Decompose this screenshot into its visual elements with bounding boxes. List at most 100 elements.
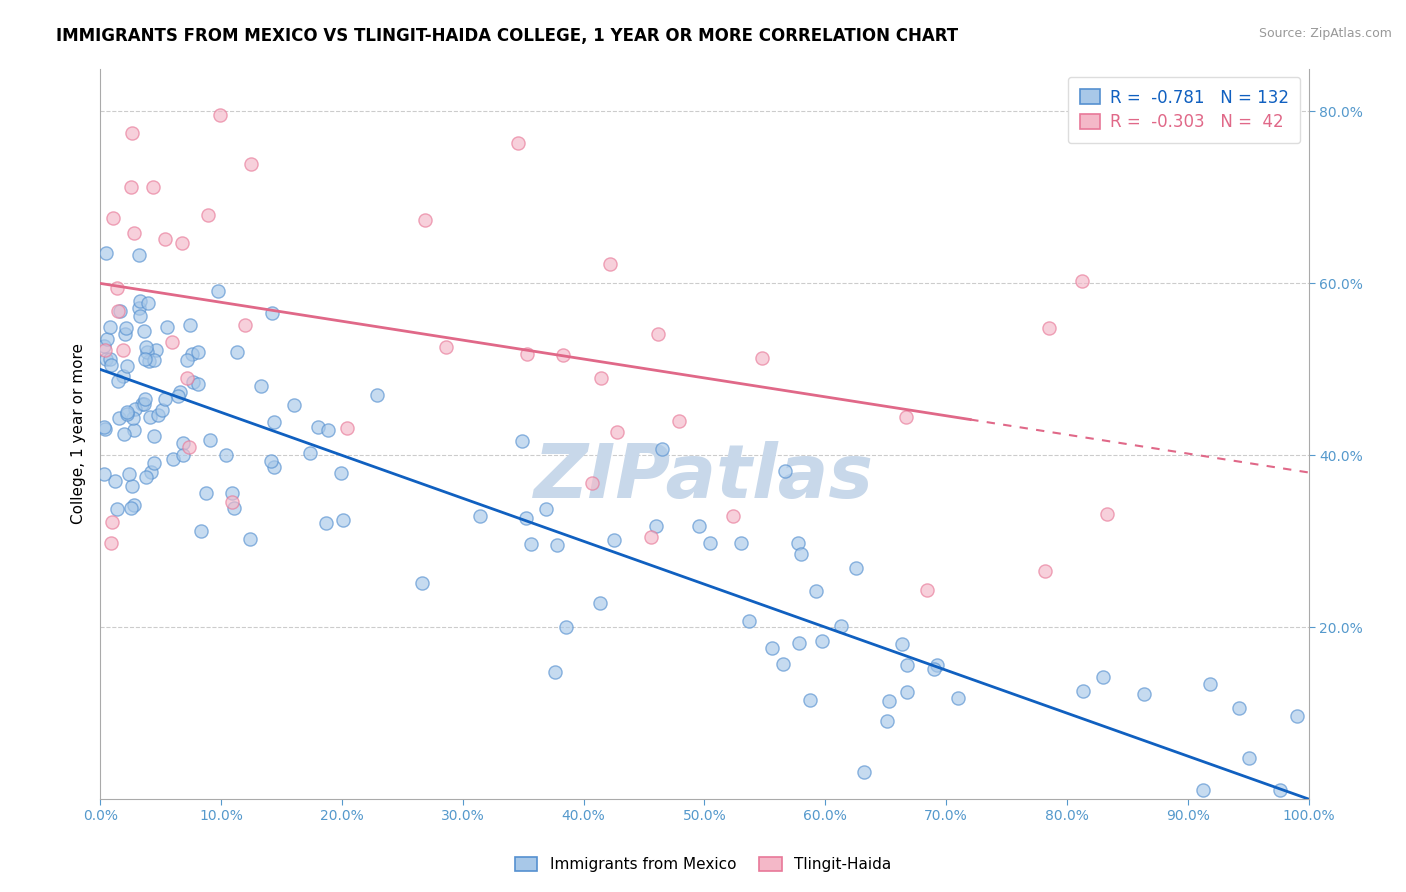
Point: [155, 392, 177, 406]
Legend: R =  -0.781   N = 132, R =  -0.303   N =  42: R = -0.781 N = 132, R = -0.303 N = 42: [1069, 77, 1301, 143]
Point: [651, 442, 673, 457]
Point: [215, 448, 238, 462]
Point: [93, 467, 115, 481]
Point: [132, 324, 155, 338]
Point: [120, 500, 142, 515]
Point: [922, 662, 945, 676]
Point: [915, 583, 938, 598]
Point: [830, 619, 852, 633]
Point: [169, 384, 191, 399]
Point: [591, 371, 613, 385]
Point: [142, 456, 165, 470]
Point: [131, 397, 153, 411]
Point: [190, 524, 212, 538]
Point: [1071, 684, 1094, 698]
Point: [307, 420, 329, 434]
Point: [1192, 783, 1215, 797]
Point: [145, 343, 167, 358]
Point: [330, 466, 353, 480]
Legend: Immigrants from Mexico, Tlingit-Haida: Immigrants from Mexico, Tlingit-Haida: [508, 849, 898, 880]
Point: [534, 502, 557, 516]
Point: [100, 516, 122, 530]
Point: [111, 343, 134, 358]
Point: [434, 340, 457, 354]
Text: IMMIGRANTS FROM MEXICO VS TLINGIT-HAIDA COLLEGE, 1 YEAR OR MORE CORRELATION CHAR: IMMIGRANTS FROM MEXICO VS TLINGIT-HAIDA …: [56, 27, 959, 45]
Point: [787, 635, 810, 649]
Point: [94, 343, 117, 357]
Point: [520, 537, 543, 551]
Point: [94, 422, 117, 436]
Point: [787, 536, 810, 550]
Point: [239, 532, 262, 546]
Point: [283, 398, 305, 412]
Point: [93, 420, 115, 434]
Point: [209, 107, 232, 121]
Point: [946, 691, 969, 706]
Point: [100, 358, 122, 372]
Point: [890, 637, 912, 651]
Point: [114, 327, 136, 342]
Point: [181, 347, 204, 361]
Point: [581, 476, 603, 491]
Point: [139, 465, 162, 479]
Point: [250, 379, 273, 393]
Point: [233, 318, 256, 333]
Point: [143, 429, 166, 443]
Point: [105, 280, 128, 294]
Point: [413, 212, 436, 227]
Point: [721, 509, 744, 524]
Point: [195, 485, 218, 500]
Point: [606, 425, 628, 439]
Point: [599, 257, 621, 271]
Point: [515, 511, 537, 525]
Point: [315, 516, 337, 531]
Point: [876, 714, 898, 728]
Point: [166, 389, 188, 403]
Point: [336, 421, 359, 435]
Text: ZIPatlas: ZIPatlas: [534, 442, 875, 514]
Point: [1033, 564, 1056, 578]
Point: [263, 415, 285, 429]
Point: [100, 535, 122, 549]
Point: [103, 211, 125, 225]
Point: [226, 344, 249, 359]
Point: [98, 320, 121, 334]
Point: [128, 301, 150, 315]
Point: [761, 640, 783, 655]
Point: [699, 535, 721, 549]
Point: [146, 408, 169, 422]
Point: [260, 305, 283, 319]
Point: [198, 433, 221, 447]
Point: [122, 423, 145, 437]
Point: [925, 658, 948, 673]
Point: [122, 226, 145, 240]
Point: [176, 353, 198, 368]
Point: [94, 351, 117, 366]
Point: [896, 658, 918, 673]
Point: [589, 595, 612, 609]
Point: [877, 694, 900, 708]
Point: [1237, 751, 1260, 765]
Point: [94, 246, 117, 260]
Point: [510, 434, 533, 448]
Point: [162, 335, 184, 350]
Point: [1092, 669, 1115, 683]
Point: [647, 326, 669, 341]
Point: [129, 293, 152, 308]
Point: [332, 513, 354, 527]
Point: [129, 310, 152, 324]
Point: [555, 620, 578, 634]
Point: [172, 436, 194, 450]
Point: [108, 303, 131, 318]
Point: [1095, 507, 1118, 521]
Point: [853, 765, 876, 780]
Point: [107, 304, 129, 318]
Point: [142, 180, 165, 194]
Point: [134, 392, 156, 406]
Point: [187, 376, 209, 391]
Point: [170, 236, 193, 251]
Point: [117, 408, 139, 422]
Point: [810, 634, 832, 648]
Point: [799, 693, 821, 707]
Point: [207, 284, 229, 298]
